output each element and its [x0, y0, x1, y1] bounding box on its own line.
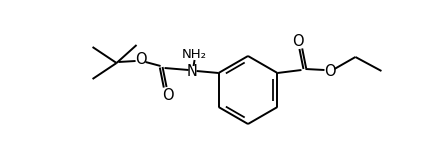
Text: O: O	[324, 64, 335, 79]
Text: NH₂: NH₂	[182, 47, 207, 60]
Text: O: O	[135, 51, 147, 67]
Text: O: O	[292, 34, 303, 48]
Text: N: N	[187, 64, 198, 79]
Text: O: O	[162, 87, 173, 102]
